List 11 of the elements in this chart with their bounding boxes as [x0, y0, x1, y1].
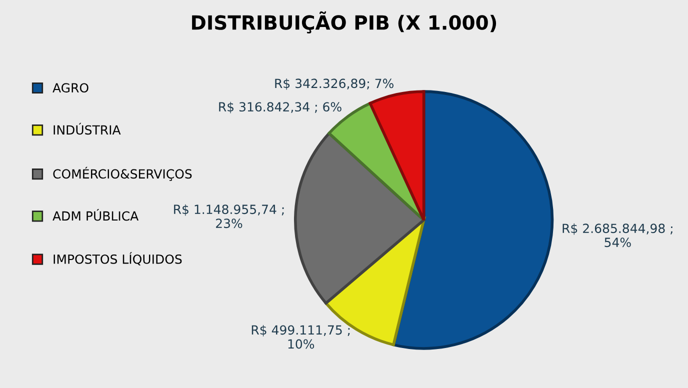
data-label: R$ 316.842,34 ; 6%: [219, 102, 342, 114]
legend-label: INDÚSTRIA: [54, 122, 121, 135]
legend-label: ADM PÚBLICA: [52, 208, 139, 221]
legend-label: AGRO: [52, 83, 88, 93]
data-label: R$ 499.111,75 ; 10%: [252, 325, 350, 349]
legend-label: IMPOSTOS LÍQUIDOS: [54, 252, 182, 266]
data-label: R$ 342.326,89; 7%: [275, 78, 394, 90]
legend-label: COMÉRCIO&SERVIÇOS: [53, 166, 192, 181]
data-label: R$ 1.148.955,74 ; 23%: [174, 204, 284, 228]
chart-title: DISTRIBUIÇÃO PIB (X 1.000): [192, 11, 496, 34]
data-label: R$ 2.685.844,98 ; 54%: [562, 223, 672, 248]
